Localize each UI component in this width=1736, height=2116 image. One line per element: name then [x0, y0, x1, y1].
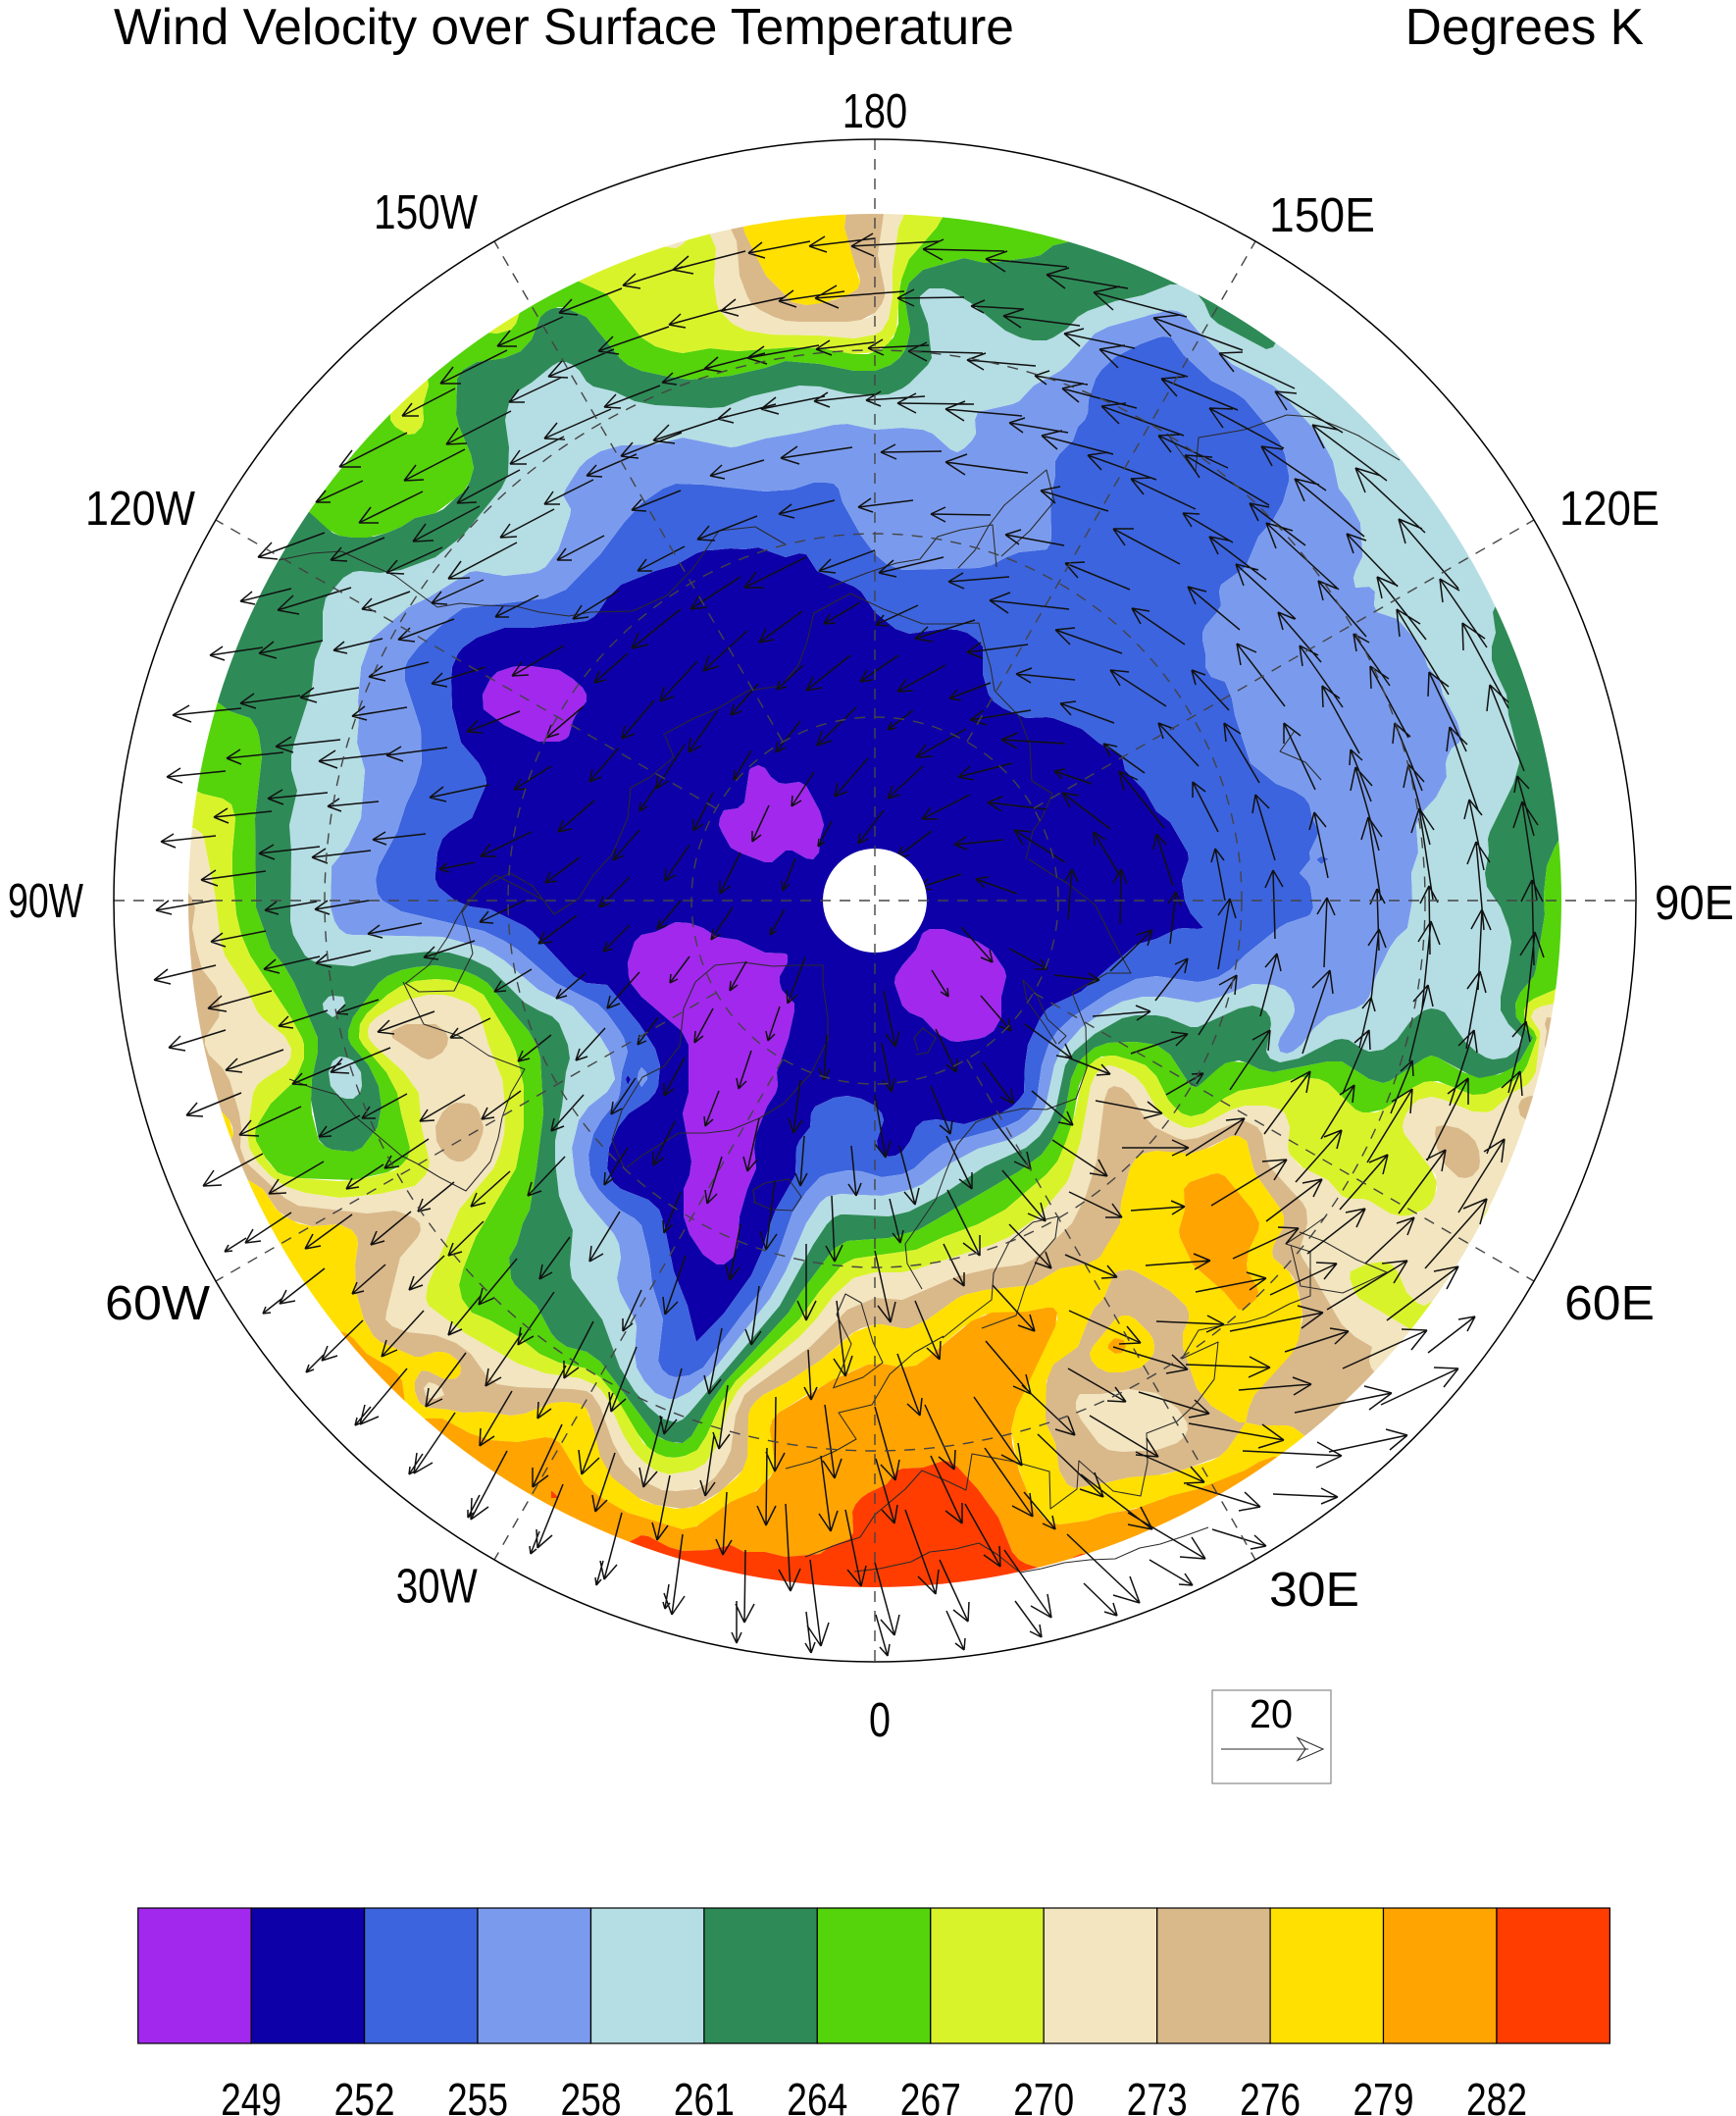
svg-text:276: 276: [1240, 2074, 1301, 2116]
svg-text:120E: 120E: [1559, 483, 1659, 536]
svg-text:252: 252: [334, 2074, 395, 2116]
svg-text:90E: 90E: [1655, 877, 1734, 930]
svg-text:Degrees K: Degrees K: [1405, 0, 1644, 55]
svg-text:180: 180: [842, 85, 907, 138]
svg-text:279: 279: [1353, 2074, 1414, 2116]
svg-text:249: 249: [221, 2074, 281, 2116]
svg-text:150W: 150W: [374, 186, 479, 239]
svg-text:Wind Velocity over Surface Tem: Wind Velocity over Surface Temperature: [114, 0, 1014, 55]
svg-text:60E: 60E: [1564, 1277, 1655, 1330]
svg-text:90W: 90W: [8, 875, 84, 928]
svg-text:273: 273: [1127, 2074, 1188, 2116]
svg-text:60W: 60W: [105, 1277, 211, 1330]
svg-text:30W: 30W: [396, 1561, 479, 1614]
svg-text:20: 20: [1250, 1691, 1293, 1736]
svg-text:30E: 30E: [1269, 1564, 1359, 1617]
svg-text:120W: 120W: [85, 483, 196, 536]
svg-text:255: 255: [447, 2074, 508, 2116]
svg-text:258: 258: [561, 2074, 622, 2116]
svg-text:270: 270: [1013, 2074, 1074, 2116]
svg-text:282: 282: [1466, 2074, 1527, 2116]
svg-text:264: 264: [787, 2074, 847, 2116]
svg-text:150E: 150E: [1269, 189, 1375, 242]
svg-text:267: 267: [900, 2074, 961, 2116]
svg-text:0: 0: [869, 1694, 891, 1747]
svg-text:261: 261: [674, 2074, 735, 2116]
